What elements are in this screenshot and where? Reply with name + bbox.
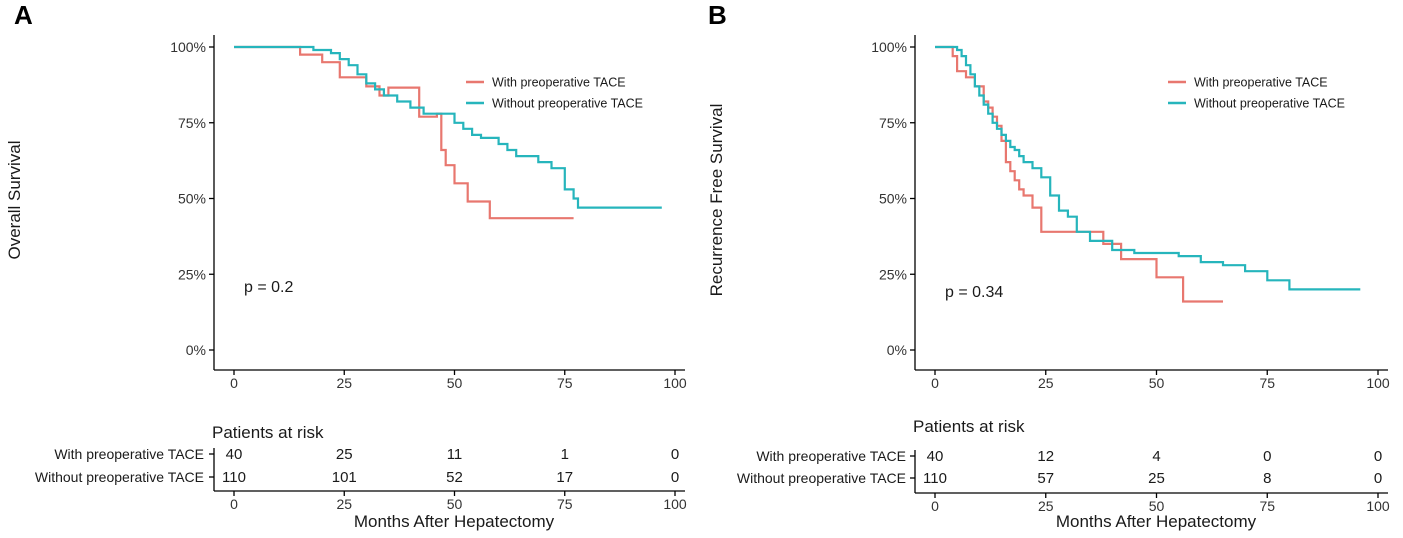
y-tick-label: 0%	[887, 342, 907, 358]
risk-count: 0	[1374, 470, 1382, 487]
y-tick-label: 50%	[879, 191, 907, 207]
risk-x-tick-label: 75	[1259, 498, 1275, 514]
y-tick-label: 100%	[170, 39, 206, 55]
panel-letter: B	[708, 0, 727, 30]
panel-B: B 0% 25% 50% 75% 100% 0 25 50 75 100 Recurrence Fre…	[707, 0, 1390, 531]
y-tick-label: 25%	[178, 266, 206, 282]
y-axis-label: Overall Survival	[5, 140, 24, 259]
x-tick-label: 0	[931, 375, 939, 391]
x-tick-label: 25	[336, 375, 352, 391]
risk-count: 8	[1263, 470, 1271, 487]
y-tick-label: 75%	[178, 115, 206, 131]
legend-label-with: With preoperative TACE	[1194, 76, 1328, 90]
risk-count: 101	[332, 469, 357, 486]
y-tick-label: 100%	[871, 39, 907, 55]
series-line-with	[234, 45, 574, 220]
x-tick-label: 75	[1259, 375, 1275, 391]
risk-count: 0	[1263, 448, 1271, 465]
series-line-with	[935, 45, 1223, 303]
x-tick-label: 25	[1038, 375, 1054, 391]
risk-count: 110	[923, 470, 947, 487]
series-line-without	[234, 45, 662, 209]
risk-x-tick-label: 100	[1366, 498, 1390, 514]
risk-count: 0	[671, 446, 679, 463]
risk-table-title: Patients at risk	[913, 417, 1025, 436]
x-tick-label: 50	[1149, 375, 1165, 391]
risk-x-tick-label: 25	[336, 496, 352, 512]
risk-count: 110	[222, 469, 246, 486]
risk-row-label-with: With preoperative TACE	[756, 448, 906, 464]
risk-count: 0	[671, 469, 679, 486]
risk-table-title: Patients at risk	[212, 423, 324, 442]
risk-x-tick-label: 100	[663, 496, 687, 512]
y-tick-label: 75%	[879, 115, 907, 131]
legend-label-with: With preoperative TACE	[492, 76, 626, 90]
risk-count: 25	[336, 446, 353, 463]
risk-count: 52	[446, 469, 463, 486]
p-value: p = 0.2	[244, 279, 293, 296]
risk-row-label-without: Without preoperative TACE	[35, 469, 204, 485]
risk-count: 40	[927, 448, 944, 465]
risk-count: 12	[1037, 448, 1054, 465]
y-axis-label: Recurrence Free Survival	[707, 104, 726, 297]
risk-count: 40	[226, 446, 243, 463]
risk-x-tick-label: 50	[447, 496, 463, 512]
x-tick-label: 0	[230, 375, 238, 391]
risk-row-label-without: Without preoperative TACE	[737, 470, 906, 486]
p-value: p = 0.34	[945, 284, 1003, 301]
x-tick-label: 100	[1366, 375, 1390, 391]
legend-label-without: Without preoperative TACE	[492, 97, 643, 111]
legend-label-without: Without preoperative TACE	[1194, 97, 1345, 111]
x-axis-label: Months After Hepatectomy	[354, 512, 555, 531]
panel-letter: A	[14, 0, 33, 30]
series-line-without	[935, 45, 1361, 291]
x-axis-label: Months After Hepatectomy	[1056, 512, 1257, 531]
risk-count: 4	[1152, 448, 1160, 465]
risk-x-tick-label: 75	[557, 496, 573, 512]
risk-count: 0	[1374, 448, 1382, 465]
x-tick-label: 50	[447, 375, 463, 391]
risk-count: 11	[447, 446, 463, 463]
risk-count: 17	[556, 469, 573, 486]
y-tick-label: 0%	[186, 342, 206, 358]
risk-x-tick-label: 25	[1038, 498, 1054, 514]
y-tick-label: 50%	[178, 191, 206, 207]
risk-x-tick-label: 0	[230, 496, 238, 512]
risk-count: 25	[1148, 470, 1165, 487]
risk-row-label-with: With preoperative TACE	[54, 446, 204, 462]
x-tick-label: 100	[663, 375, 687, 391]
y-tick-label: 25%	[879, 266, 907, 282]
risk-x-tick-label: 0	[931, 498, 939, 514]
risk-count: 57	[1037, 470, 1054, 487]
risk-count: 1	[561, 446, 569, 463]
x-tick-label: 75	[557, 375, 573, 391]
risk-x-tick-label: 50	[1149, 498, 1165, 514]
